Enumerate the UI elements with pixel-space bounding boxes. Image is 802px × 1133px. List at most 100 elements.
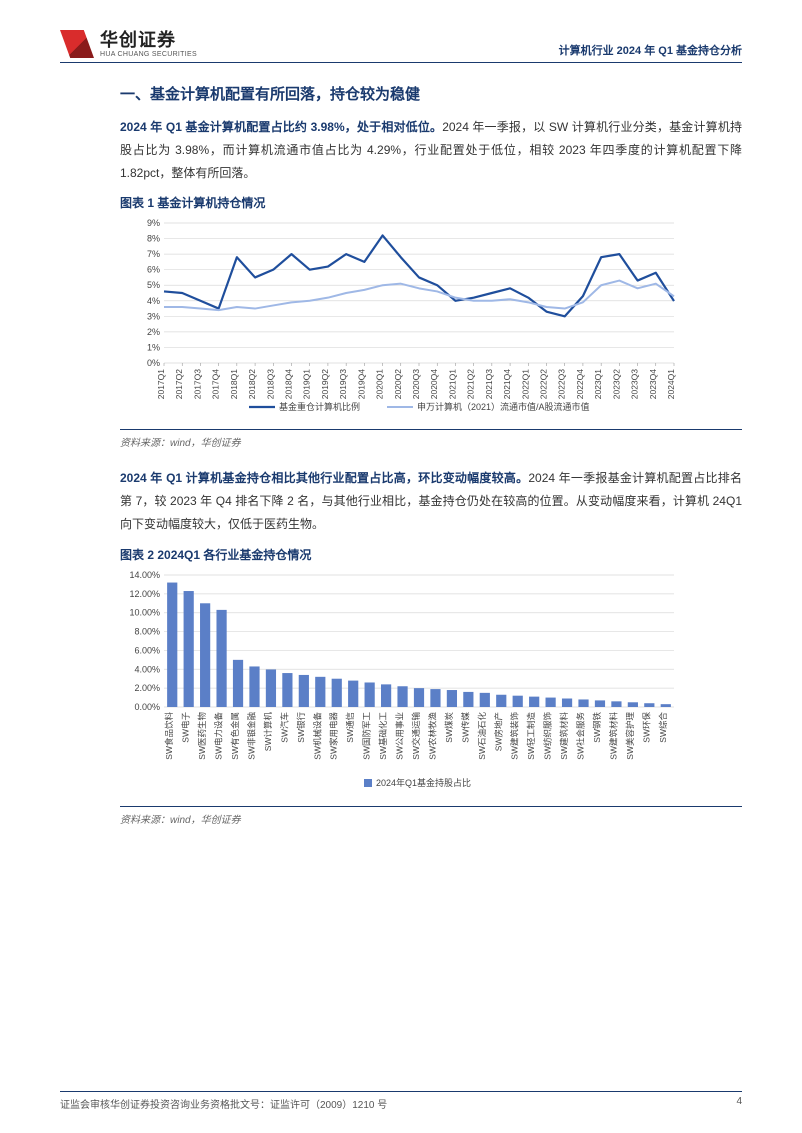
svg-text:SW基础化工: SW基础化工	[378, 711, 388, 759]
chart2: 0.00% 2.00% 4.00% 6.00% 8.00% 10.00% 12.00% 14.…	[120, 567, 742, 807]
svg-text:2017Q4: 2017Q4	[211, 369, 221, 400]
svg-text:2024年Q1基金持股占比: 2024年Q1基金持股占比	[376, 777, 471, 788]
svg-text:SW医药生物: SW医药生物	[197, 711, 207, 759]
svg-text:SW银行: SW银行	[296, 711, 306, 742]
svg-text:0.00%: 0.00%	[134, 702, 160, 712]
svg-text:SW传媒: SW传媒	[460, 711, 470, 742]
svg-text:4.00%: 4.00%	[134, 664, 160, 674]
chart2-source: 资料来源：wind，华创证券	[120, 811, 742, 826]
svg-text:SW钢铁: SW钢铁	[592, 711, 602, 742]
svg-text:2021Q3: 2021Q3	[484, 369, 494, 400]
svg-text:SW建筑装饰: SW建筑装饰	[510, 711, 520, 759]
logo: 华创证券 HUA CHUANG SECURITIES	[60, 30, 197, 58]
svg-text:2017Q1: 2017Q1	[156, 369, 166, 400]
svg-text:14.00%: 14.00%	[129, 570, 160, 580]
svg-text:2021Q2: 2021Q2	[466, 369, 476, 400]
svg-text:5%: 5%	[147, 281, 160, 291]
svg-text:SW煤炭: SW煤炭	[444, 711, 454, 742]
svg-text:10.00%: 10.00%	[129, 607, 160, 617]
svg-text:申万计算机（2021）流通市值/A股流通市值: 申万计算机（2021）流通市值/A股流通市值	[417, 401, 590, 412]
svg-text:2023Q1: 2023Q1	[593, 369, 603, 400]
svg-text:6.00%: 6.00%	[134, 645, 160, 655]
svg-text:SW公用事业: SW公用事业	[395, 712, 405, 760]
svg-text:SW电力设备: SW电力设备	[214, 711, 224, 759]
section-2-para: 2024 年 Q1 计算机基金持仓相比其他行业配置占比高，环比变动幅度较高。20…	[120, 467, 742, 535]
logo-cn: 华创证券	[100, 31, 197, 49]
svg-text:SW纺织服饰: SW纺织服饰	[543, 711, 553, 759]
chart2-title: 图表 2 2024Q1 各行业基金持仓情况	[120, 546, 742, 563]
footer-left: 证监会审核华创证券投资咨询业务资格批文号：证监许可（2009）1210 号	[60, 1096, 387, 1111]
svg-text:SW国防军工: SW国防军工	[362, 711, 372, 759]
svg-text:SW有色金属: SW有色金属	[230, 712, 240, 760]
svg-text:2022Q3: 2022Q3	[557, 369, 567, 400]
svg-text:SW建筑材料: SW建筑材料	[559, 711, 569, 759]
svg-text:2020Q3: 2020Q3	[411, 369, 421, 400]
para2-lead: 2024 年 Q1 计算机基金持仓相比其他行业配置占比高，环比变动幅度较高。	[120, 471, 528, 485]
svg-text:2018Q4: 2018Q4	[284, 369, 294, 400]
chart1-title: 图表 1 基金计算机持仓情况	[120, 194, 742, 211]
svg-text:SW电子: SW电子	[181, 711, 191, 742]
svg-text:2018Q3: 2018Q3	[265, 369, 275, 400]
svg-text:2021Q4: 2021Q4	[502, 369, 512, 400]
svg-text:2022Q4: 2022Q4	[575, 369, 585, 400]
svg-text:2019Q2: 2019Q2	[320, 369, 330, 400]
svg-text:SW综合: SW综合	[658, 711, 668, 742]
svg-text:SW机械设备: SW机械设备	[312, 711, 322, 759]
svg-text:SW食品饮料: SW食品饮料	[164, 711, 174, 759]
svg-text:SW非银金融: SW非银金融	[246, 711, 256, 759]
svg-text:SW石油石化: SW石油石化	[477, 711, 487, 759]
svg-text:2019Q4: 2019Q4	[356, 369, 366, 400]
chart1-source: 资料来源：wind，华创证券	[120, 434, 742, 449]
svg-text:0%: 0%	[147, 358, 160, 368]
page-header: 华创证券 HUA CHUANG SECURITIES 计算机行业 2024 年 …	[60, 30, 742, 63]
svg-text:12.00%: 12.00%	[129, 589, 160, 599]
svg-text:2018Q1: 2018Q1	[229, 369, 239, 400]
svg-text:2020Q1: 2020Q1	[375, 369, 385, 400]
chart1: 0% 1% 2% 3% 4% 5% 6% 7% 8% 9% 2017Q1 2017Q2 2017Q3 20…	[120, 215, 742, 430]
logo-mark-icon	[60, 30, 94, 58]
svg-text:8%: 8%	[147, 234, 160, 244]
svg-text:基金重仓计算机比例: 基金重仓计算机比例	[279, 401, 360, 412]
svg-text:2023Q3: 2023Q3	[630, 369, 640, 400]
svg-text:7%: 7%	[147, 250, 160, 260]
svg-text:SW社会服务: SW社会服务	[576, 711, 586, 759]
svg-text:SW环保: SW环保	[641, 711, 651, 742]
footer-page-number: 4	[736, 1096, 742, 1111]
svg-text:2024Q1: 2024Q1	[666, 369, 676, 400]
page-footer: 证监会审核华创证券投资咨询业务资格批文号：证监许可（2009）1210 号 4	[60, 1091, 742, 1111]
para1-lead: 2024 年 Q1 基金计算机配置占比约 3.98%，处于相对低位。	[120, 120, 442, 134]
svg-text:2019Q3: 2019Q3	[338, 369, 348, 400]
svg-text:4%: 4%	[147, 296, 160, 306]
svg-text:SW房地产: SW房地产	[493, 712, 503, 751]
svg-text:9%: 9%	[147, 218, 160, 228]
svg-text:2023Q4: 2023Q4	[648, 369, 658, 400]
svg-text:SW建筑材料: SW建筑材料	[608, 711, 618, 759]
section-1-para: 2024 年 Q1 基金计算机配置占比约 3.98%，处于相对低位。2024 年…	[120, 116, 742, 184]
svg-text:SW美容护理: SW美容护理	[625, 711, 635, 759]
svg-text:2017Q2: 2017Q2	[174, 369, 184, 400]
svg-text:2017Q3: 2017Q3	[192, 369, 202, 400]
doc-title: 计算机行业 2024 年 Q1 基金持仓分析	[559, 42, 742, 58]
svg-text:2.00%: 2.00%	[134, 683, 160, 693]
svg-text:2020Q2: 2020Q2	[393, 369, 403, 400]
svg-text:SW汽车: SW汽车	[279, 712, 289, 743]
svg-text:2018Q2: 2018Q2	[247, 369, 257, 400]
svg-text:SW通信: SW通信	[345, 711, 355, 742]
svg-text:SW农林牧渔: SW农林牧渔	[427, 711, 437, 759]
svg-text:8.00%: 8.00%	[134, 626, 160, 636]
svg-text:2021Q1: 2021Q1	[447, 369, 457, 400]
svg-text:2020Q4: 2020Q4	[429, 369, 439, 400]
svg-text:2%: 2%	[147, 327, 160, 337]
svg-text:2023Q2: 2023Q2	[611, 369, 621, 400]
svg-text:SW交通运输: SW交通运输	[411, 711, 421, 759]
svg-text:3%: 3%	[147, 312, 160, 322]
svg-text:2022Q2: 2022Q2	[539, 369, 549, 400]
svg-text:1%: 1%	[147, 343, 160, 353]
svg-text:2019Q1: 2019Q1	[302, 369, 312, 400]
svg-text:SW轻工制造: SW轻工制造	[526, 711, 536, 759]
section-1-title: 一、基金计算机配置有所回落，持仓较为稳健	[120, 83, 742, 104]
svg-text:6%: 6%	[147, 265, 160, 275]
svg-text:2022Q1: 2022Q1	[520, 369, 530, 400]
svg-text:SW计算机: SW计算机	[263, 711, 273, 751]
svg-text:SW家用电器: SW家用电器	[329, 711, 339, 759]
